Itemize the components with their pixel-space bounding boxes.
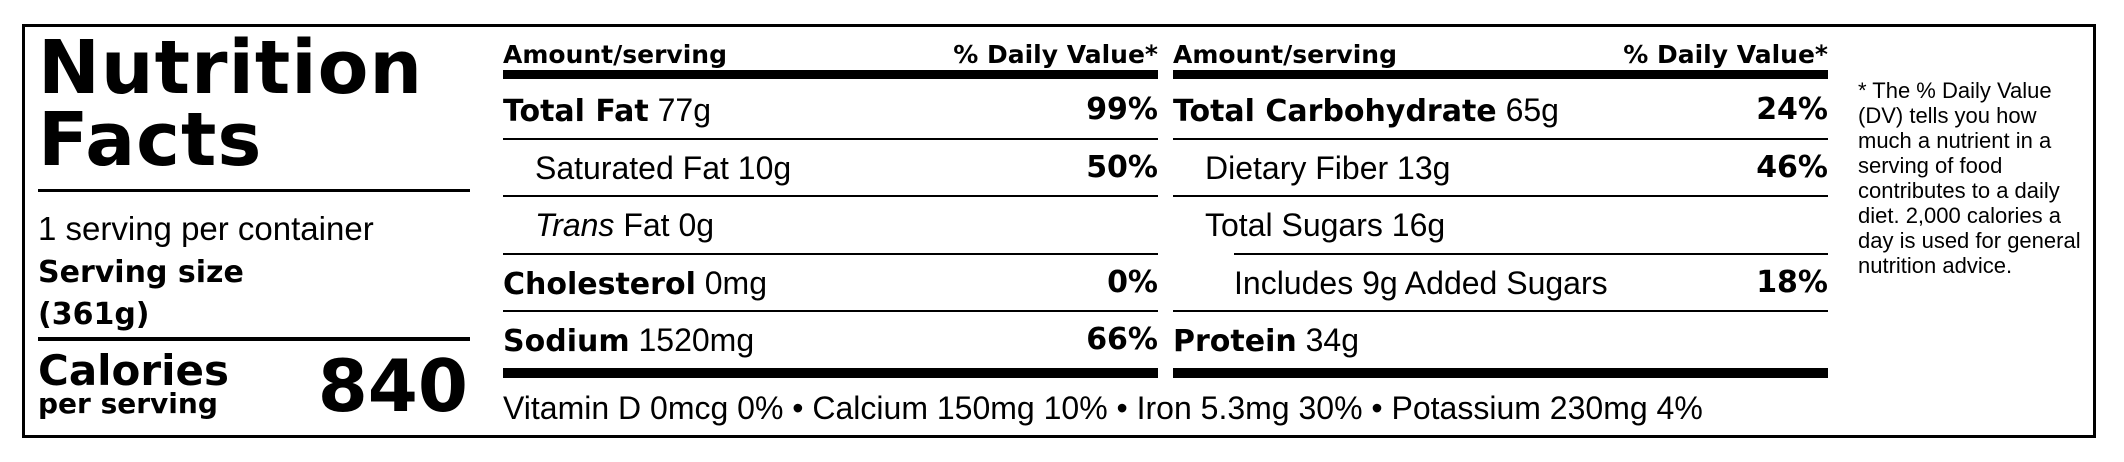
daily-value: 99%: [1086, 92, 1158, 127]
label-border: [22, 24, 2096, 438]
nutrient-row: Cholesterol 0mg: [503, 263, 767, 305]
footnote: * The % Daily Value (DV) tells you how m…: [1858, 78, 2081, 278]
daily-value: 0%: [1107, 264, 1158, 300]
nutrient-amount: 0mg: [704, 264, 767, 301]
separator: •: [1371, 390, 1383, 426]
calories-sublabel: per serving: [38, 387, 218, 420]
nutrient-prefix: Trans: [535, 207, 615, 244]
daily-value: 18%: [1756, 264, 1828, 300]
nutrient-amount: 65g: [1505, 92, 1559, 128]
nutrient-row: Includes 9g Added Sugars: [1234, 263, 1608, 303]
nutrient-name: Saturated Fat: [535, 149, 729, 186]
nutrient-row: Total Sugars 16g: [1205, 205, 1445, 245]
thick-rule: [1173, 70, 1828, 79]
servings-per-container: 1 serving per container: [38, 210, 374, 247]
row-rule: [503, 252, 1158, 255]
separator: •: [1116, 390, 1128, 426]
rule: [38, 189, 470, 192]
nutrient-row: Protein 34g: [1173, 320, 1359, 362]
vitamins: Vitamin D 0mcg 0% • Calcium 150mg 10% • …: [503, 388, 1703, 428]
row-rule: [503, 195, 1158, 198]
separator: •: [792, 390, 804, 426]
amount-header: Amount/serving: [1173, 40, 1397, 69]
dv-header: % Daily Value*: [953, 40, 1158, 69]
serving-size: Serving size (361g): [38, 255, 244, 332]
calories-label: Calories: [38, 346, 230, 395]
row-rule: [503, 137, 1158, 140]
daily-value: 66%: [1086, 322, 1158, 358]
thick-rule: [503, 70, 1158, 79]
daily-value: 50%: [1086, 149, 1158, 185]
nutrient-amount: 16g: [1391, 207, 1446, 244]
nutrient-name: Total Sugars: [1205, 207, 1383, 244]
calories-value: 840: [317, 344, 468, 428]
nutrient-name: Dietary Fiber: [1205, 149, 1389, 186]
vitamin-item: Vitamin D 0mcg 0%: [503, 390, 784, 426]
nutrient-name: Total Carbohydrate: [1173, 94, 1497, 129]
nutrient-amount: 77g: [657, 92, 712, 128]
row-rule: [1173, 137, 1828, 140]
nutrient-amount: 10g: [737, 149, 792, 186]
row-rule: [1173, 195, 1828, 198]
row-rule: [503, 310, 1158, 313]
nutrient-row: Dietary Fiber 13g: [1205, 148, 1450, 188]
nutrient-name: Total Fat: [503, 94, 649, 129]
vitamin-item: Potassium 230mg 4%: [1391, 390, 1703, 426]
nutrient-amount: 13g: [1397, 149, 1451, 186]
nutrient-amount: 0g: [678, 207, 715, 244]
nutrient-name: Cholesterol: [503, 266, 696, 302]
nutrient-amount: 1520mg: [638, 322, 755, 359]
row-rule: [1173, 310, 1828, 313]
dv-header: % Daily Value*: [1623, 40, 1828, 69]
amount-header: Amount/serving: [503, 40, 727, 69]
row-rule: [1234, 252, 1828, 255]
title: Nutrition Facts: [38, 25, 424, 183]
daily-value: 46%: [1756, 149, 1828, 185]
rule: [38, 337, 470, 341]
thick-rule: [1173, 368, 1828, 378]
nutrient-name: Includes 9g Added Sugars: [1234, 264, 1608, 301]
vitamin-item: Calcium 150mg 10%: [812, 390, 1108, 426]
nutrient-row: Total Carbohydrate 65g: [1173, 90, 1559, 132]
nutrient-row: Trans Fat 0g: [535, 205, 714, 245]
nutrient-amount: 34g: [1305, 322, 1360, 359]
vitamin-item: Iron 5.3mg 30%: [1136, 390, 1363, 426]
nutrient-row: Total Fat 77g: [503, 90, 711, 132]
nutrient-row: Sodium 1520mg: [503, 320, 754, 362]
nutrient-name: Sodium: [503, 324, 630, 360]
nutrient-name: Fat: [623, 207, 670, 244]
thick-rule: [503, 368, 1158, 378]
nutrient-name: Protein: [1173, 324, 1297, 360]
nutrient-row: Saturated Fat 10g: [535, 148, 791, 188]
daily-value: 24%: [1756, 92, 1828, 127]
